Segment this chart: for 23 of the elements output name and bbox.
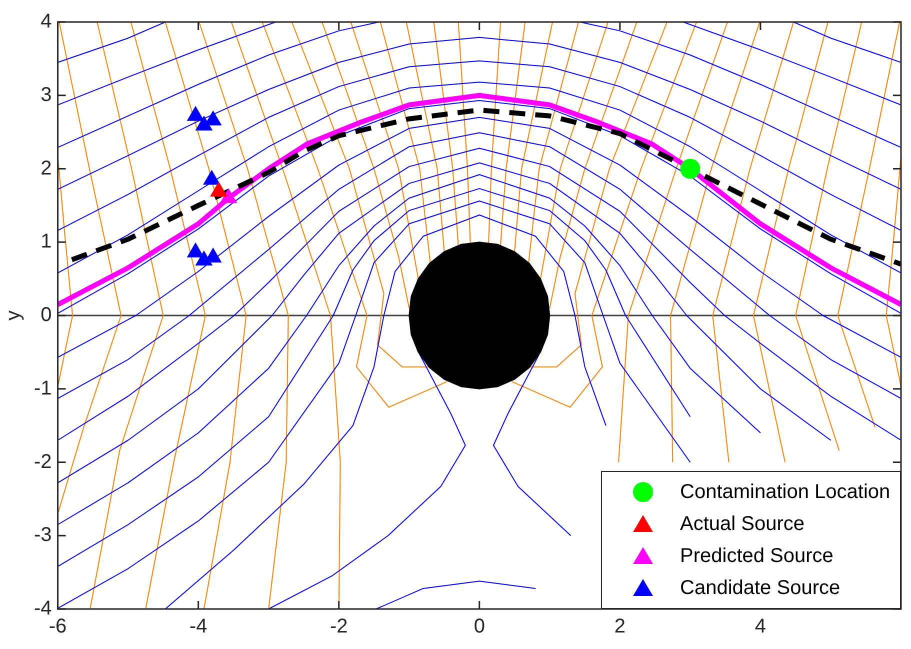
x-tick-label: 2: [614, 616, 626, 638]
point: [195, 115, 213, 130]
y-tick-label: 0: [40, 304, 52, 326]
legend-label: Contamination Location: [680, 480, 890, 504]
x-tick-label: -4: [189, 616, 208, 638]
y-axis-title: y: [2, 310, 25, 320]
y-tick-label: 3: [40, 84, 52, 106]
y-tick-label: -3: [34, 524, 52, 546]
y-tick-label: 1: [40, 230, 52, 253]
point: [186, 106, 204, 121]
legend-label: Actual Source: [680, 512, 805, 536]
y-tick-label: -2: [34, 450, 52, 473]
x-tick-label: 0: [474, 616, 485, 638]
point: [210, 181, 228, 196]
legend-label: Predicted Source: [680, 544, 834, 568]
x-tick-label: 4: [754, 616, 766, 638]
y-tick-label: -1: [34, 377, 52, 400]
point: [220, 188, 238, 204]
x-tick-label: -2: [330, 616, 348, 638]
y-tick-label: 2: [40, 157, 52, 180]
point: [203, 170, 220, 185]
y-tick-label: 4: [40, 10, 52, 33]
legend-label: Candidate Source: [680, 576, 840, 600]
